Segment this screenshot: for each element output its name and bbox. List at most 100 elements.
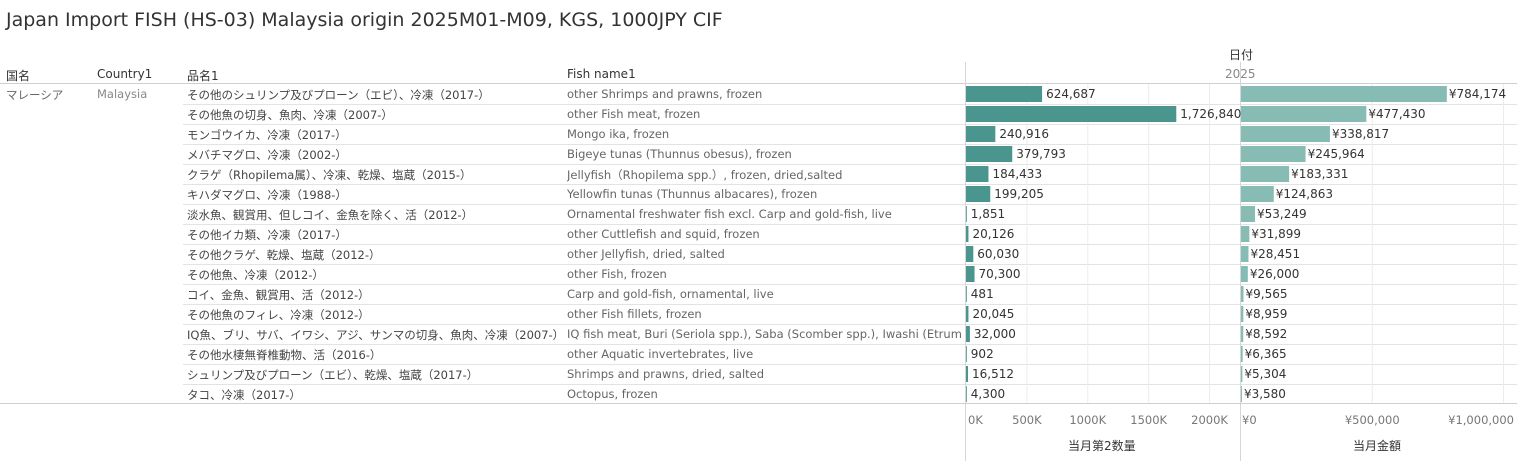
col-header-item-jp[interactable]: 品名1 xyxy=(187,69,219,83)
row-item-jp[interactable]: その他クラゲ、乾燥、塩蔵（2012-） xyxy=(187,248,381,262)
amt-axis-title: 当月金額 xyxy=(1353,439,1402,453)
row-item-en[interactable]: other Aquatic invertebrates, live xyxy=(567,347,754,361)
row-item-jp[interactable]: タコ、冷凍（2017-） xyxy=(187,388,301,402)
row-item-jp[interactable]: その他魚のフィレ、冷凍（2012-） xyxy=(187,308,370,322)
amt-bar[interactable] xyxy=(1241,86,1447,102)
amt-data-label: ¥3,580 xyxy=(1244,387,1286,401)
row-item-en[interactable]: Ornamental freshwater fish excl. Carp an… xyxy=(567,207,892,221)
qty-bar[interactable] xyxy=(966,246,974,262)
row-item-jp[interactable]: モンゴウイカ、冷凍（2017-） xyxy=(187,128,347,142)
row-item-en[interactable]: IQ fish meat, Buri (Seriola spp.), Saba … xyxy=(567,327,962,341)
header-divider xyxy=(0,83,1517,84)
amt-data-label: ¥124,863 xyxy=(1276,187,1333,201)
row-item-jp[interactable]: その他魚の切身、魚肉、冷凍（2007-） xyxy=(187,108,393,122)
qty-data-label: 4,300 xyxy=(971,387,1005,401)
row-item-en[interactable]: other Fish meat, frozen xyxy=(567,107,701,121)
amt-bar[interactable] xyxy=(1241,226,1250,242)
row-item-en[interactable]: Mongo ika, frozen xyxy=(567,127,670,141)
row-item-en[interactable]: Octopus, frozen xyxy=(567,387,658,401)
row-item-en[interactable]: Bigeye tunas (Thunnus obesus), frozen xyxy=(567,147,792,161)
amt-data-label: ¥9,565 xyxy=(1246,287,1288,301)
qty-bar[interactable] xyxy=(966,86,1043,102)
amt-bar[interactable] xyxy=(1241,106,1367,122)
row-item-jp[interactable]: 淡水魚、観賞用、但しコイ、金魚を除く、活（2012-） xyxy=(187,208,474,222)
col-header-country-jp[interactable]: 国名 xyxy=(6,69,31,83)
qty-data-label: 20,126 xyxy=(972,227,1014,241)
amt-bar[interactable] xyxy=(1241,186,1274,202)
col-header-item-en[interactable]: Fish name1 xyxy=(567,67,636,81)
qty-bar[interactable] xyxy=(966,306,969,322)
qty-tick-label: 2000K xyxy=(1191,413,1228,427)
country-en[interactable]: Malaysia xyxy=(97,87,148,101)
row-item-jp[interactable]: シュリンプ及びプローン（エビ）、乾燥、塩蔵（2017-） xyxy=(187,368,479,382)
qty-bar[interactable] xyxy=(966,386,967,402)
row-divider xyxy=(183,144,1517,145)
amt-bar[interactable] xyxy=(1241,206,1255,222)
qty-data-label: 481 xyxy=(971,287,994,301)
qty-tick-label: 500K xyxy=(1012,413,1042,427)
row-item-jp[interactable]: その他魚、冷凍（2012-） xyxy=(187,268,324,282)
qty-bar[interactable] xyxy=(966,166,989,182)
country-jp[interactable]: マレーシア xyxy=(6,88,64,102)
row-item-en[interactable]: other Fish, frozen xyxy=(567,267,667,281)
qty-bar[interactable] xyxy=(966,366,969,382)
qty-bar[interactable] xyxy=(966,126,996,142)
qty-data-label: 184,433 xyxy=(992,167,1042,181)
row-item-jp[interactable]: クラゲ（Rhopilema属）、冷凍、乾燥、塩蔵（2015-） xyxy=(187,168,472,182)
amt-bar[interactable] xyxy=(1241,346,1243,362)
row-item-jp[interactable]: その他のシュリンプ及びプローン（エビ）、冷凍（2017-） xyxy=(187,88,490,102)
row-divider xyxy=(183,124,1517,125)
row-item-en[interactable]: other Fish fillets, frozen xyxy=(567,307,702,321)
row-item-en[interactable]: Jellyfish（Rhopilema spp.）, frozen, dried… xyxy=(567,168,843,182)
amt-bar[interactable] xyxy=(1241,146,1306,162)
amt-bar[interactable] xyxy=(1241,326,1244,342)
amt-bar[interactable] xyxy=(1241,126,1330,142)
amt-bar[interactable] xyxy=(1241,246,1249,262)
qty-bar[interactable] xyxy=(966,186,991,202)
amt-bar[interactable] xyxy=(1241,286,1244,302)
qty-bar[interactable] xyxy=(966,106,1177,122)
row-item-jp[interactable]: IQ魚、ブリ、サバ、イワシ、アジ、サンマの切身、魚肉、冷凍（2007-） xyxy=(187,328,562,342)
qty-bar[interactable] xyxy=(966,206,967,222)
amt-bar[interactable] xyxy=(1241,386,1242,402)
qty-data-label: 240,916 xyxy=(999,127,1049,141)
panel-divider-left xyxy=(965,62,966,461)
row-item-jp[interactable]: メバチマグロ、冷凍（2002-） xyxy=(187,148,347,162)
amt-tick-label: ¥1,000,000 xyxy=(1448,413,1514,427)
amt-bar[interactable] xyxy=(1241,306,1244,322)
row-item-jp[interactable]: コイ、金魚、観賞用、活（2012-） xyxy=(187,288,370,302)
qty-bar[interactable] xyxy=(966,346,967,362)
col-header-country-en[interactable]: Country1 xyxy=(97,67,153,81)
row-item-en[interactable]: other Cuttlefish and squid, frozen xyxy=(567,227,760,241)
qty-bar[interactable] xyxy=(966,146,1013,162)
row-item-en[interactable]: other Shrimps and prawns, frozen xyxy=(567,87,763,101)
qty-bar[interactable] xyxy=(966,326,970,342)
qty-bar[interactable] xyxy=(966,266,975,282)
amt-data-label: ¥784,174 xyxy=(1449,87,1506,101)
amt-bar[interactable] xyxy=(1241,266,1248,282)
row-item-jp[interactable]: その他イカ類、冷凍（2017-） xyxy=(187,228,347,242)
row-divider xyxy=(183,244,1517,245)
qty-data-label: 1,726,840 xyxy=(1180,107,1241,121)
row-item-jp[interactable]: その他水棲無脊椎動物、活（2016-） xyxy=(187,348,382,362)
amt-data-label: ¥26,000 xyxy=(1250,267,1300,281)
amt-data-label: ¥338,817 xyxy=(1332,127,1389,141)
qty-data-label: 199,205 xyxy=(994,187,1044,201)
table-bottom-border xyxy=(0,403,1517,404)
amt-data-label: ¥183,331 xyxy=(1291,167,1348,181)
qty-bar[interactable] xyxy=(966,286,967,302)
qty-tick-label: 0K xyxy=(968,413,983,427)
row-item-en[interactable]: other Jellyfish, dried, salted xyxy=(567,247,725,261)
qty-axis-title: 当月第2数量 xyxy=(1068,439,1136,453)
row-divider xyxy=(183,324,1517,325)
amt-data-label: ¥8,592 xyxy=(1245,327,1287,341)
row-item-en[interactable]: Yellowfin tunas (Thunnus albacares), fro… xyxy=(567,187,818,201)
panel-divider-right xyxy=(1240,62,1241,461)
row-item-en[interactable]: Carp and gold-fish, ornamental, live xyxy=(567,287,774,301)
amt-bar[interactable] xyxy=(1241,166,1290,182)
amt-bar[interactable] xyxy=(1241,366,1243,382)
row-item-en[interactable]: Shrimps and prawns, dried, salted xyxy=(567,367,765,381)
row-item-jp[interactable]: キハダマグロ、冷凍（1988-） xyxy=(187,188,347,202)
qty-bar[interactable] xyxy=(966,226,969,242)
